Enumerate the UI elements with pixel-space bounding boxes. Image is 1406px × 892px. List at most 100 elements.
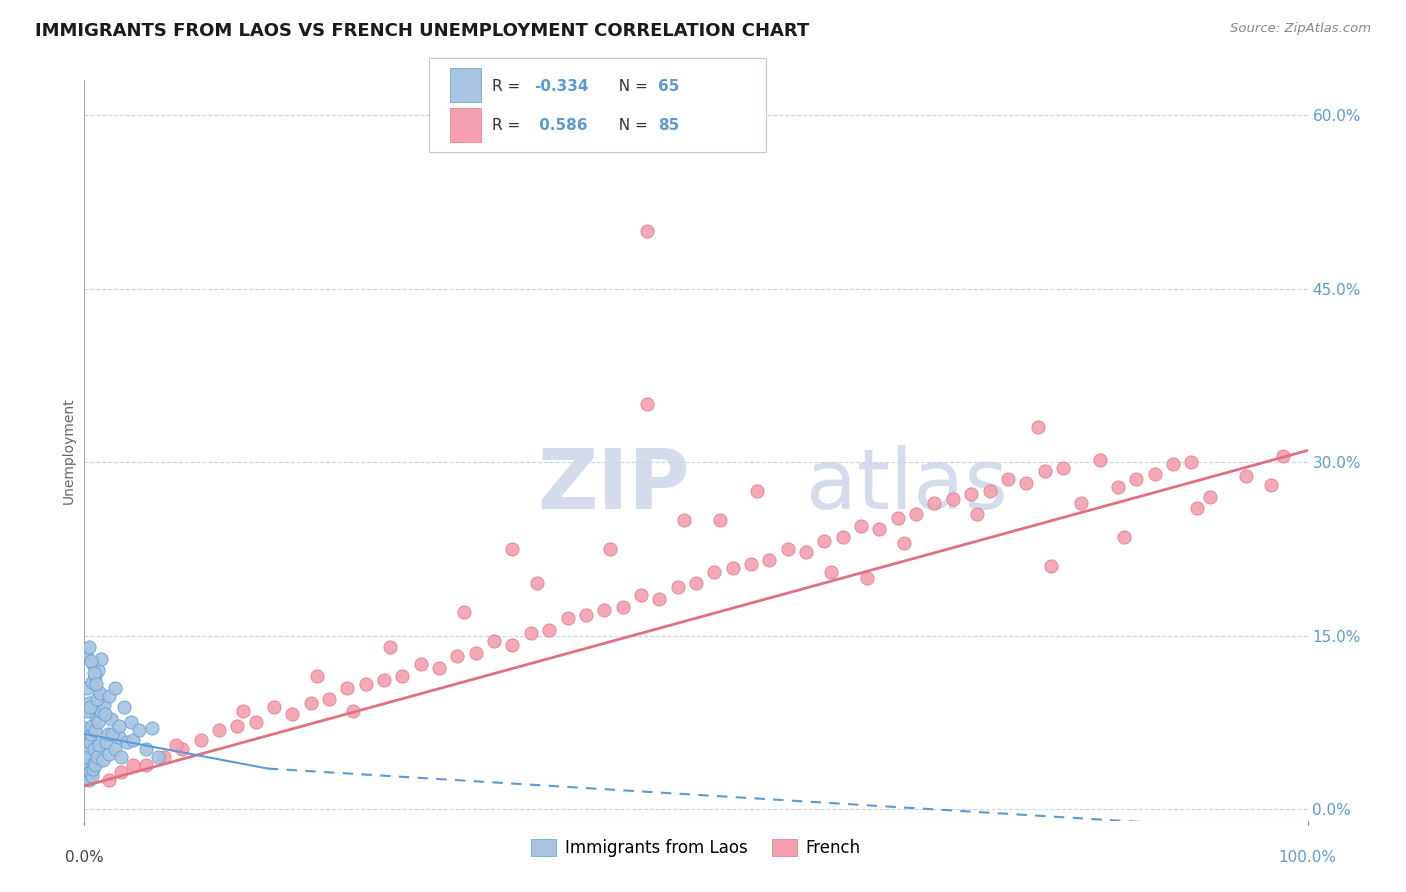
- Point: [966, 507, 988, 521]
- Point: [336, 681, 359, 695]
- Point: [281, 707, 304, 722]
- Point: [110, 750, 132, 764]
- Point: [520, 626, 543, 640]
- Point: [75, 739, 97, 753]
- Point: [135, 742, 157, 756]
- Point: [1143, 467, 1166, 481]
- Point: [107, 719, 129, 733]
- Point: [263, 700, 285, 714]
- Point: [820, 565, 842, 579]
- Point: [1187, 501, 1209, 516]
- Text: R =: R =: [492, 119, 526, 134]
- Point: [172, 742, 194, 756]
- Point: [1107, 480, 1129, 494]
- Point: [104, 681, 127, 695]
- Point: [502, 541, 524, 556]
- Point: [232, 704, 254, 718]
- Point: [666, 580, 689, 594]
- Text: N =: N =: [609, 119, 652, 134]
- Point: [612, 599, 634, 614]
- Point: [1088, 452, 1111, 467]
- Point: [153, 750, 176, 764]
- Point: [84, 677, 107, 691]
- Point: [905, 507, 928, 521]
- Text: 100.0%: 100.0%: [1278, 849, 1337, 864]
- Point: [1272, 449, 1295, 463]
- Point: [446, 649, 468, 664]
- Point: [96, 735, 118, 749]
- Point: [709, 513, 731, 527]
- Point: [80, 654, 103, 668]
- Point: [1070, 495, 1092, 509]
- Point: [354, 677, 377, 691]
- Point: [120, 715, 142, 730]
- Point: [1015, 475, 1038, 490]
- Point: [107, 731, 129, 745]
- Point: [76, 770, 98, 784]
- Point: [599, 541, 621, 556]
- Point: [97, 747, 120, 761]
- Text: atlas: atlas: [806, 445, 1008, 525]
- Point: [165, 739, 187, 753]
- Point: [76, 750, 98, 764]
- Point: [82, 657, 104, 672]
- Text: 0.586: 0.586: [534, 119, 588, 134]
- Text: -0.334: -0.334: [534, 78, 589, 94]
- Point: [76, 731, 98, 745]
- Point: [453, 606, 475, 620]
- Point: [76, 681, 98, 695]
- Point: [94, 707, 117, 722]
- Point: [245, 715, 267, 730]
- Point: [1028, 420, 1050, 434]
- Point: [82, 719, 104, 733]
- Point: [86, 692, 108, 706]
- Point: [208, 723, 231, 738]
- Point: [77, 766, 100, 780]
- Point: [101, 727, 124, 741]
- Point: [557, 611, 579, 625]
- Point: [849, 518, 872, 533]
- Point: [75, 646, 97, 660]
- Point: [73, 744, 96, 758]
- Point: [87, 663, 110, 677]
- Point: [79, 735, 101, 749]
- Point: [1033, 464, 1056, 478]
- Point: [77, 696, 100, 710]
- Point: [538, 623, 561, 637]
- Point: [1236, 469, 1258, 483]
- Point: [97, 689, 120, 703]
- Point: [75, 762, 97, 776]
- Point: [1260, 478, 1282, 492]
- Point: [84, 709, 107, 723]
- Text: N =: N =: [609, 78, 652, 94]
- Point: [1198, 490, 1220, 504]
- Point: [77, 758, 100, 772]
- Text: R =: R =: [492, 78, 526, 94]
- Point: [409, 657, 432, 672]
- Point: [703, 565, 725, 579]
- Point: [89, 686, 111, 700]
- Point: [87, 739, 110, 753]
- Point: [83, 742, 105, 756]
- Text: 0.0%: 0.0%: [65, 849, 104, 864]
- Point: [110, 765, 132, 780]
- Text: ZIP: ZIP: [537, 445, 689, 525]
- Point: [146, 750, 169, 764]
- Point: [593, 603, 616, 617]
- Point: [794, 545, 817, 559]
- Point: [87, 715, 110, 730]
- Point: [93, 698, 115, 712]
- Point: [464, 646, 486, 660]
- Point: [83, 723, 105, 738]
- Point: [100, 712, 122, 726]
- Point: [813, 533, 835, 548]
- Point: [997, 472, 1019, 486]
- Point: [636, 224, 658, 238]
- Point: [77, 640, 100, 654]
- Point: [122, 732, 145, 747]
- Point: [391, 669, 413, 683]
- Point: [86, 750, 108, 764]
- Point: [685, 576, 707, 591]
- Point: [97, 727, 120, 741]
- Point: [318, 692, 340, 706]
